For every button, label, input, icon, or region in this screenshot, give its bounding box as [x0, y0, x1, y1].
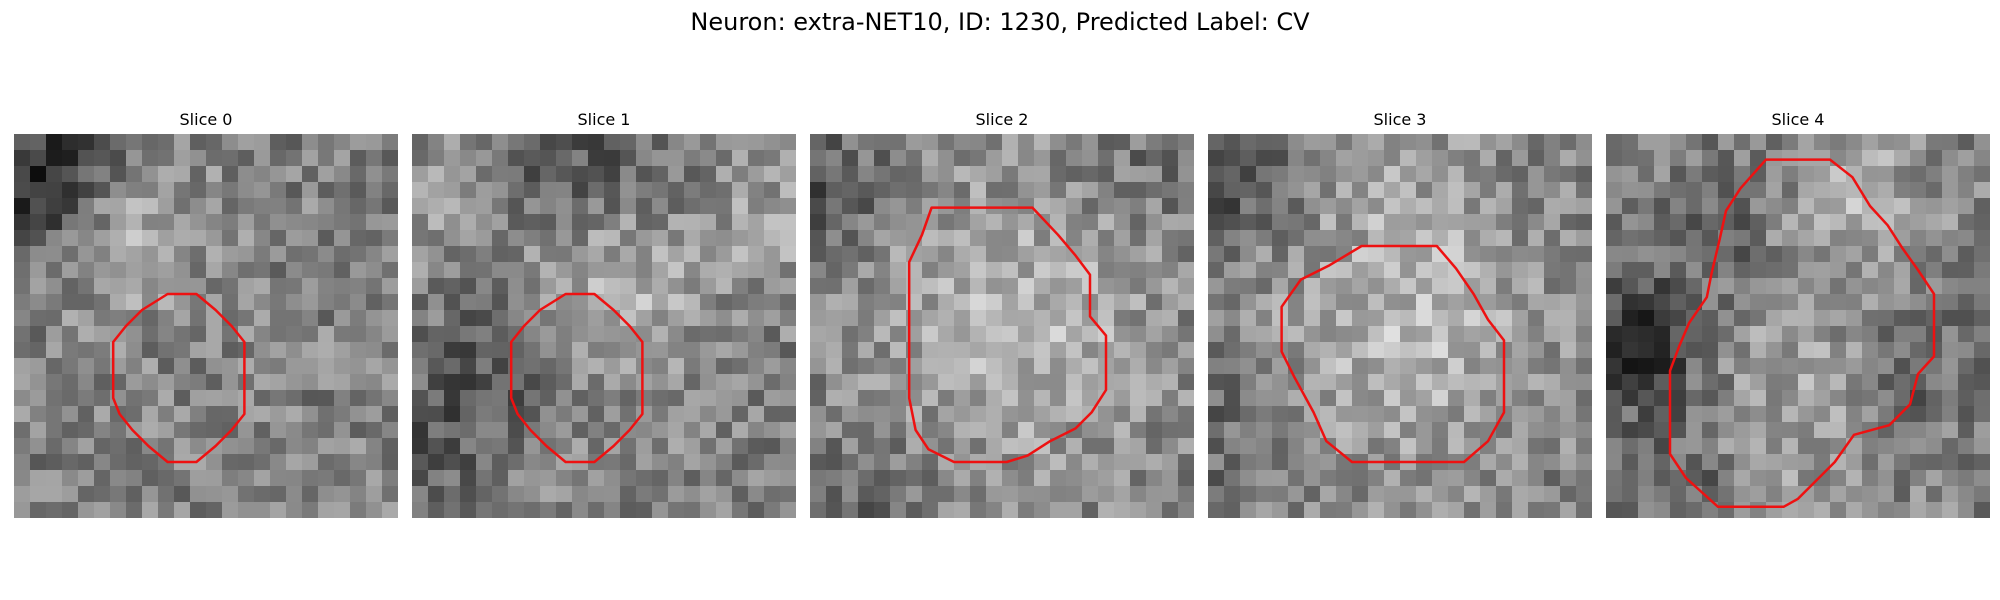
slice-title-2: Slice 2 — [975, 110, 1029, 129]
slice-image-2 — [810, 134, 1194, 518]
slice-pixels — [1606, 134, 1990, 518]
roi-contour — [907, 206, 1108, 464]
slice-pixels — [1208, 134, 1592, 518]
slice-title-3: Slice 3 — [1373, 110, 1427, 129]
slice-title-0: Slice 0 — [179, 110, 233, 129]
roi-contour — [1280, 244, 1506, 464]
slice-image-4 — [1606, 134, 1990, 518]
slice-panel-2: Slice 2 — [810, 108, 1194, 518]
slice-image-1 — [412, 134, 796, 518]
slice-image-0 — [14, 134, 398, 518]
slice-pixels — [810, 134, 1194, 518]
slice-title-1: Slice 1 — [577, 110, 631, 129]
figure-title: Neuron: extra-NET10, ID: 1230, Predicted… — [690, 8, 1310, 36]
roi-contour — [1668, 158, 1936, 509]
slice-image-3 — [1208, 134, 1592, 518]
roi-contour — [111, 292, 246, 464]
slice-panel-4: Slice 4 — [1606, 108, 1990, 518]
slice-title-4: Slice 4 — [1771, 110, 1825, 129]
slice-pixels — [412, 134, 796, 518]
roi-contour — [509, 292, 644, 464]
slice-pixels — [14, 134, 398, 518]
slice-panel-1: Slice 1 — [412, 108, 796, 518]
slice-panel-0: Slice 0 — [14, 108, 398, 518]
slice-panel-3: Slice 3 — [1208, 108, 1592, 518]
